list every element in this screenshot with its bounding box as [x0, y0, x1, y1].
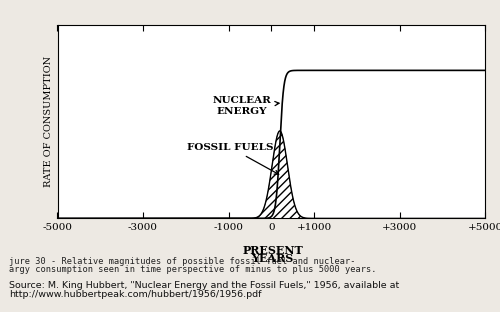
Y-axis label: RATE OF CONSUMPTION: RATE OF CONSUMPTION: [44, 56, 54, 187]
Text: http://www.hubbertpeak.com/hubbert/1956/1956.pdf: http://www.hubbertpeak.com/hubbert/1956/…: [9, 290, 262, 299]
Text: FOSSIL FUELS: FOSSIL FUELS: [188, 143, 278, 174]
Text: jure 30 - Relative magnitudes of possible fossil-fuel and nuclear-: jure 30 - Relative magnitudes of possibl…: [9, 257, 356, 266]
Text: argy consumption seen in time perspective of minus to plus 5000 years.: argy consumption seen in time perspectiv…: [9, 265, 376, 274]
Text: Source: M. King Hubbert, "Nuclear Energy and the Fossil Fuels," 1956, available : Source: M. King Hubbert, "Nuclear Energy…: [9, 281, 399, 290]
Text: YEARS: YEARS: [252, 253, 294, 264]
Text: PRESENT: PRESENT: [242, 245, 303, 256]
Text: NUCLEAR
ENERGY: NUCLEAR ENERGY: [212, 96, 279, 116]
